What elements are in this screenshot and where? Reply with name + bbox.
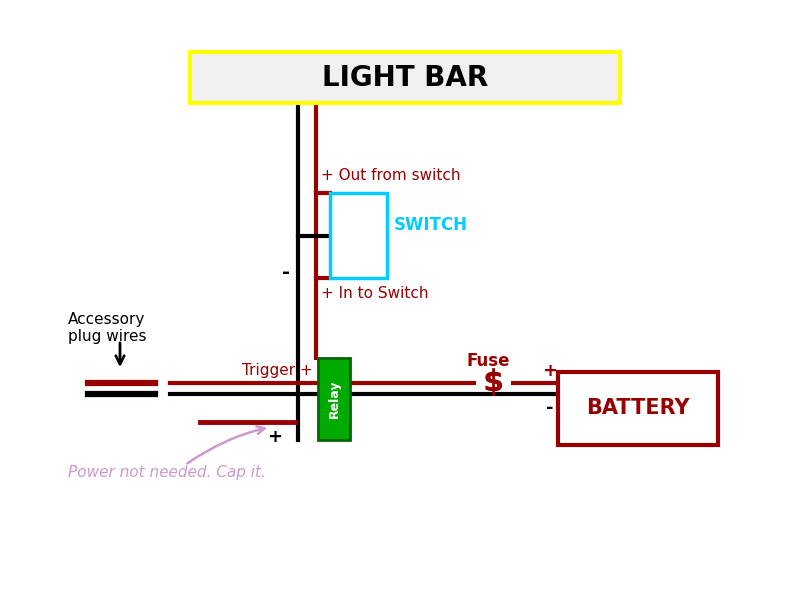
Bar xyxy=(558,372,718,445)
Text: Accessory
plug wires: Accessory plug wires xyxy=(68,312,146,344)
Text: + In to Switch: + In to Switch xyxy=(321,286,429,301)
Text: +: + xyxy=(542,362,558,380)
Text: $: $ xyxy=(483,369,502,397)
Text: $: $ xyxy=(482,368,504,397)
Text: Trigger +: Trigger + xyxy=(242,362,313,377)
Text: LIGHT BAR: LIGHT BAR xyxy=(322,64,488,91)
Bar xyxy=(190,52,620,103)
Text: -: - xyxy=(546,399,554,417)
Bar xyxy=(318,358,350,440)
Text: +: + xyxy=(267,428,282,446)
Text: SWITCH: SWITCH xyxy=(394,217,468,235)
Text: + Out from switch: + Out from switch xyxy=(321,167,461,182)
Text: Power not needed. Cap it.: Power not needed. Cap it. xyxy=(68,464,266,479)
Bar xyxy=(330,193,387,278)
Text: -: - xyxy=(282,263,290,283)
Text: BATTERY: BATTERY xyxy=(586,398,690,419)
Text: Relay: Relay xyxy=(327,380,341,418)
Text: Fuse: Fuse xyxy=(466,352,510,370)
